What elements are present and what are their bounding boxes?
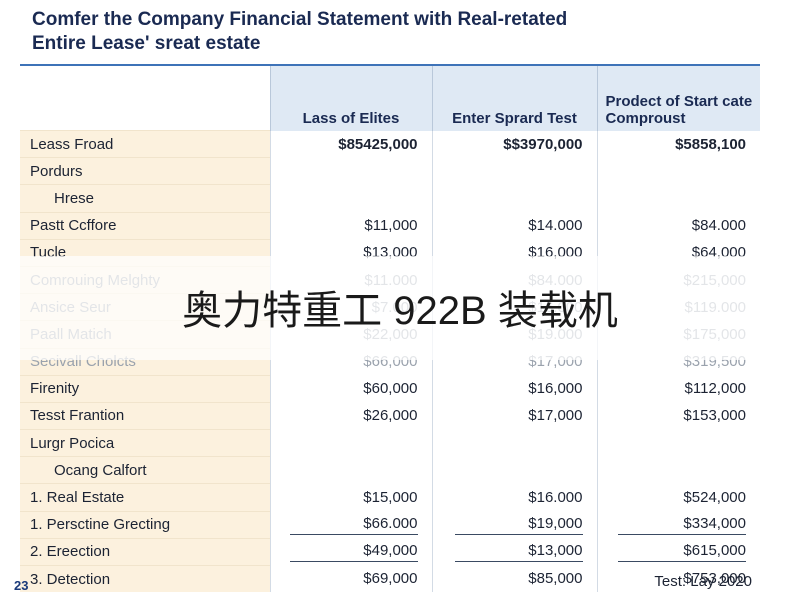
cell-value: $26,000 [363, 407, 418, 425]
column-header: Lass of Elites [269, 64, 432, 131]
empty-cell [269, 157, 432, 185]
table-row: Leass Froad $85425,000 $$3970,000 $5858,100 [20, 129, 760, 158]
cell: $15,000 [269, 483, 432, 512]
cell-value: $16.000 [528, 489, 583, 507]
cell-value: $19,000 [454, 515, 583, 535]
cell: $153,000 [596, 402, 760, 430]
cell-value: $17,000 [528, 407, 583, 425]
overlay-band [20, 256, 760, 360]
cell-value: $112,000 [684, 380, 746, 398]
row-label: Hrese [20, 184, 270, 213]
table-row: Lurgr Pocica [20, 429, 760, 457]
row-label: 1. Persctine Grecting [20, 510, 270, 539]
cell: $16,000 [431, 375, 597, 403]
overlay-text: 奥力特重工 922B 装载机 [182, 289, 618, 333]
cell: $13,000 [431, 538, 597, 566]
row-label: Ocang Calfort [20, 456, 270, 484]
cell: $66.000 [269, 511, 432, 539]
cell-value: $615,000 [618, 542, 746, 562]
empty-cell [596, 157, 760, 185]
empty-cell [431, 456, 597, 484]
footer-note: Test: Lay 2020 [654, 573, 752, 590]
cell-value: $15,000 [363, 489, 418, 507]
row-label: Tesst Frantion [20, 401, 270, 430]
empty-cell [431, 157, 597, 185]
header-blank [20, 64, 270, 131]
empty-cell [431, 184, 597, 213]
cell: $26,000 [269, 402, 432, 430]
table-row: Ocang Calfort [20, 456, 760, 484]
empty-cell [596, 429, 760, 457]
cell-value: $85,000 [528, 570, 583, 588]
cell: $14.000 [431, 212, 597, 240]
cell-value: $11,000 [364, 217, 418, 235]
cell-value: $69,000 [363, 570, 418, 588]
table-row: 2. Ereection $49,000 $13,000 $615,000 [20, 537, 760, 566]
cell: $11,000 [269, 212, 432, 240]
empty-cell [269, 456, 432, 484]
cell-value: $524,000 [683, 489, 746, 507]
cell: $60,000 [269, 375, 432, 403]
title-line: Entire Lease' sreat estate [32, 33, 261, 54]
cell: $19,000 [431, 511, 597, 539]
cell-value: $334,000 [618, 515, 746, 535]
row-label: 1. Real Estate [20, 483, 270, 512]
cell: $85425,000 [269, 130, 432, 158]
cell-value: $753,000 [683, 570, 746, 588]
column-header: Prodect of Start cate Comproust [596, 64, 760, 131]
cell: $85,000 [431, 565, 597, 593]
cell: $17,000 [431, 402, 597, 430]
cell: $753,000 [596, 565, 760, 593]
table-row: Hrese [20, 184, 760, 213]
cell-value: $60,000 [363, 380, 418, 398]
cell: $524,000 [596, 483, 760, 512]
row-label: Pordurs [20, 157, 270, 185]
cell-value: $49,000 [289, 542, 418, 562]
row-label: Lurgr Pocica [20, 429, 270, 457]
cell: $$3970,000 [431, 130, 597, 158]
row-label: 2. Ereection [20, 537, 270, 566]
empty-cell [431, 429, 597, 457]
row-label: Leass Froad [20, 129, 270, 158]
row-label: 3. Detection [20, 565, 270, 593]
cell: $5858,100 [596, 130, 760, 158]
table-body: Leass Froad $85425,000 $$3970,000 $5858,100… [20, 129, 760, 593]
column-header: Enter Sprard Test [431, 64, 597, 131]
page-number: 23 [14, 578, 29, 593]
cell-value: $5858,100 [675, 135, 746, 153]
empty-cell [596, 456, 760, 484]
table-row: 1. Persctine Grecting $66.000 $19,000 $334,… [20, 510, 760, 539]
empty-cell [596, 184, 760, 213]
cell-value: $66.000 [289, 515, 418, 535]
cell: $112,000 [596, 375, 760, 403]
cell: $49,000 [269, 538, 432, 566]
cell: $615,000 [596, 538, 760, 566]
cell-value: $$3970,000 [503, 135, 583, 153]
row-label: Firenity [20, 374, 270, 403]
cell-value: $16,000 [528, 380, 583, 398]
table-row: Pastt Ccffore $11,000 $14.000 $84.000 [20, 211, 760, 240]
cell: $16.000 [431, 483, 597, 512]
title-line: Comfer the Company Financial Statement w… [32, 9, 568, 30]
table-row: 3. Detection $69,000 $85,000 $753,000 [20, 565, 760, 593]
header-row: Lass of Elites Enter Sprard Test Prodect… [20, 64, 760, 131]
cell-value: $13,000 [454, 542, 583, 562]
cell: $334,000 [596, 511, 760, 539]
empty-cell [269, 184, 432, 213]
cell-value: $153,000 [683, 407, 746, 425]
cell-value: $85425,000 [338, 135, 418, 153]
table-row: Tesst Frantion $26,000 $17,000 $153,000 [20, 401, 760, 430]
table-row: 1. Real Estate $15,000 $16.000 $524,000 [20, 483, 760, 512]
cell-value: $14.000 [528, 217, 583, 235]
row-label: Pastt Ccffore [20, 211, 270, 240]
table-row: Pordurs [20, 157, 760, 185]
title: Comfer the Company Financial Statement w… [32, 8, 772, 56]
table-row: Firenity $60,000 $16,000 $112,000 [20, 374, 760, 403]
cell: $69,000 [269, 565, 432, 593]
cell: $84.000 [596, 212, 760, 240]
cell-value: $84.000 [691, 217, 746, 235]
empty-cell [269, 429, 432, 457]
